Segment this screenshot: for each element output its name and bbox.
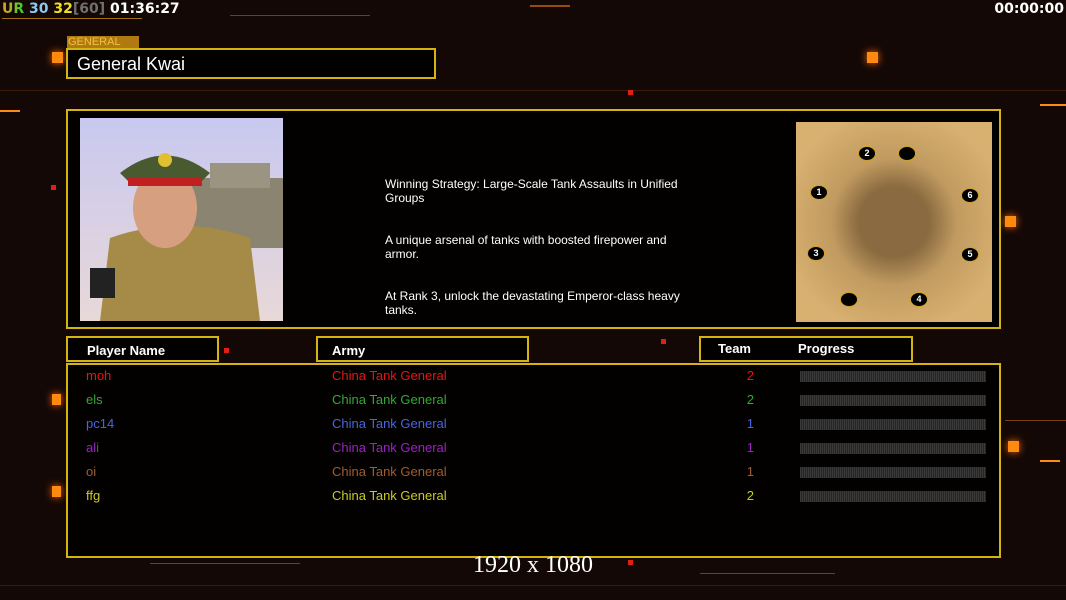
player-team: 1: [746, 440, 754, 455]
player-army: China Tank General: [332, 416, 447, 431]
start-position-marker: 5: [961, 247, 979, 262]
player-team: 2: [746, 392, 754, 407]
general-label: GENERAL: [67, 36, 139, 48]
start-position-marker: 4: [910, 292, 928, 307]
player-army: China Tank General: [332, 464, 447, 479]
progress-bar: [800, 419, 986, 430]
fps-cap: 32: [53, 1, 73, 17]
player-list: moh China Tank General 2 els China Tank …: [66, 363, 1001, 558]
header-army: Army: [316, 336, 529, 362]
start-position-marker: 6: [961, 188, 979, 203]
progress-bar: [800, 467, 986, 478]
player-army: China Tank General: [332, 368, 447, 383]
team-header: Team: [718, 341, 751, 356]
player-name: ali: [86, 440, 100, 455]
start-position-marker: 1: [810, 185, 828, 200]
general-name: General Kwai: [77, 54, 186, 74]
army-header: Army: [332, 343, 366, 358]
progress-bar: [800, 443, 986, 454]
start-position-marker: 3: [807, 246, 825, 261]
player-army: China Tank General: [332, 488, 447, 503]
player-row: ali China Tank General 1: [68, 440, 999, 462]
description-rank: At Rank 3, unlock the devastating Empero…: [385, 289, 680, 317]
player-team: 1: [746, 464, 754, 479]
fps-max: [60]: [72, 1, 106, 17]
map-preview: 1 2 3 4 5 6: [795, 121, 993, 323]
player-army: China Tank General: [332, 440, 447, 455]
player-name: ffg: [86, 488, 101, 503]
header-team-progress: Team Progress: [699, 336, 913, 362]
resolution-label: 1920 x 1080: [473, 552, 593, 578]
general-portrait: [80, 118, 283, 321]
general-name-box: General Kwai: [66, 48, 436, 79]
progress-bar: [800, 491, 986, 502]
game-timer: 00:00:00: [994, 1, 1064, 17]
description-strategy: Winning Strategy: Large-Scale Tank Assau…: [385, 177, 678, 205]
fps-current: 30: [29, 1, 49, 17]
player-row: els China Tank General 2: [68, 392, 999, 414]
player-row: moh China Tank General 2: [68, 368, 999, 390]
ur-label: UR: [2, 1, 25, 17]
player-name: els: [86, 392, 103, 407]
player-name: moh: [86, 368, 112, 383]
header-player-name: Player Name: [66, 336, 219, 362]
hud-underline: [2, 18, 142, 19]
player-name-header: Player Name: [87, 343, 166, 358]
progress-bar: [800, 371, 986, 382]
player-team: 1: [746, 416, 754, 431]
start-position-marker: 2: [858, 146, 876, 161]
general-info-panel: Winning Strategy: Large-Scale Tank Assau…: [66, 109, 1001, 329]
player-team: 2: [746, 488, 754, 503]
player-name: oi: [86, 464, 97, 479]
progress-header: Progress: [798, 341, 855, 356]
player-name: pc14: [86, 416, 115, 431]
player-army: China Tank General: [332, 392, 447, 407]
player-row: oi China Tank General 1: [68, 464, 999, 486]
progress-bar: [800, 395, 986, 406]
player-team: 2: [746, 368, 754, 383]
clock: 01:36:27: [110, 1, 180, 17]
player-row: ffg China Tank General 2: [68, 488, 999, 510]
description-arsenal: A unique arsenal of tanks with boosted f…: [385, 233, 667, 261]
empty-start-marker: [840, 292, 858, 307]
general-description: Winning Strategy: Large-Scale Tank Assau…: [385, 163, 715, 331]
player-row: pc14 China Tank General 1: [68, 416, 999, 438]
fps-counter: UR 30 32[60] 01:36:27: [2, 1, 180, 17]
empty-start-marker: [898, 146, 916, 161]
